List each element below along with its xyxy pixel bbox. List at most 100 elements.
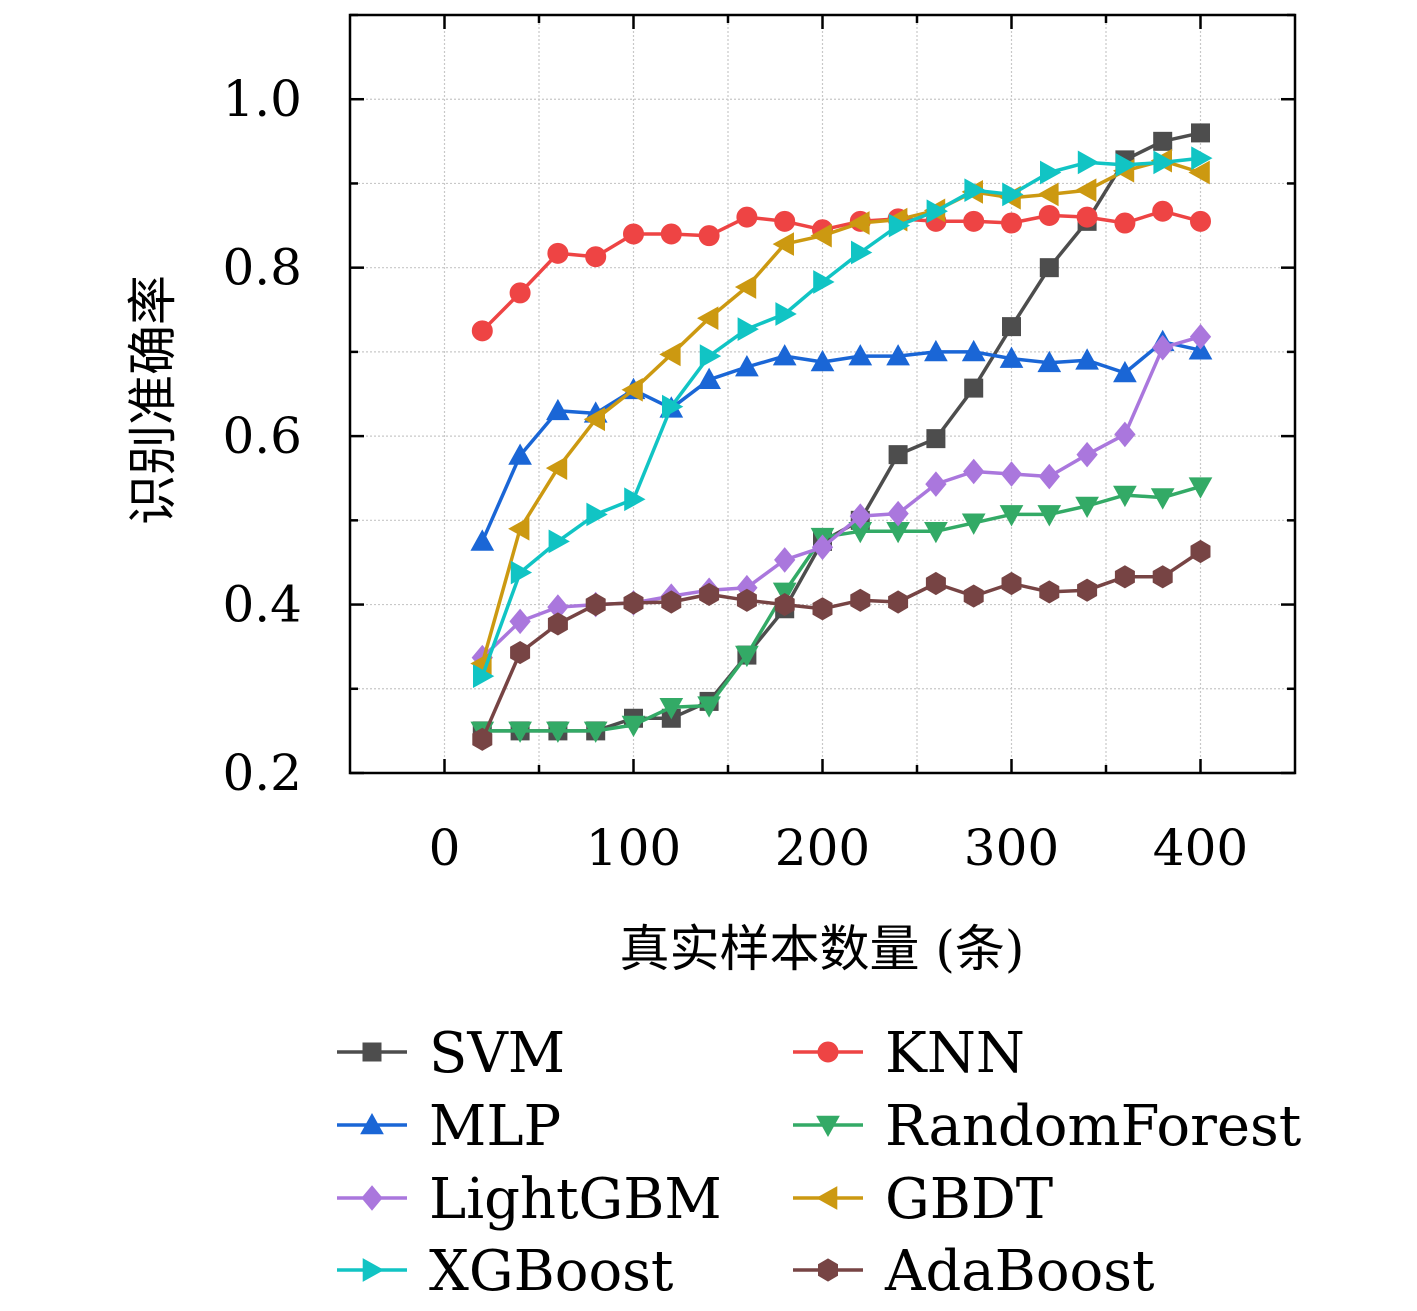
data-point-knn xyxy=(623,223,644,245)
data-point-svm xyxy=(1153,131,1173,151)
data-point-adaboost xyxy=(472,727,493,751)
data-point-gbdt xyxy=(1037,182,1059,207)
data-point-knn xyxy=(1001,212,1022,234)
legend-label: GBDT xyxy=(885,1167,1053,1232)
data-point-knn xyxy=(660,223,682,245)
data-point-lightgbm xyxy=(1189,323,1212,350)
data-point-adaboost xyxy=(585,593,606,617)
data-point-mlp xyxy=(772,344,797,366)
data-point-adaboost xyxy=(963,584,984,608)
x-tick-label: 200 xyxy=(775,819,870,877)
data-point-mlp xyxy=(999,346,1024,368)
data-point-randomforest xyxy=(546,721,570,743)
data-point-svm xyxy=(964,378,984,398)
data-point-lightgbm xyxy=(1152,334,1174,361)
data-point-adaboost xyxy=(510,641,531,665)
data-point-gbdt xyxy=(545,456,568,480)
legend-label: SVM xyxy=(429,1021,565,1086)
data-point-svm xyxy=(1039,258,1059,278)
legend-swatch-marker xyxy=(362,1258,385,1282)
series-group xyxy=(470,123,1213,751)
data-point-gbdt xyxy=(810,223,832,248)
data-point-adaboost xyxy=(699,582,720,606)
data-point-randomforest xyxy=(924,521,948,544)
data-point-xgboost xyxy=(699,344,722,368)
data-point-knn xyxy=(698,225,720,247)
grid xyxy=(350,14,1295,774)
data-point-svm xyxy=(926,429,946,449)
data-point-xgboost xyxy=(662,394,684,419)
data-point-randomforest xyxy=(1150,488,1175,510)
data-point-knn xyxy=(1076,206,1098,228)
data-point-knn xyxy=(547,242,569,264)
x-tick-label: 400 xyxy=(1153,819,1248,877)
data-point-adaboost xyxy=(1190,539,1211,564)
x-tick-label: 0 xyxy=(429,819,461,877)
data-point-xgboost xyxy=(964,178,986,203)
data-point-xgboost xyxy=(548,529,570,554)
y-tick-label: 0.4 xyxy=(222,576,302,634)
data-point-lightgbm xyxy=(1000,461,1023,487)
data-point-mlp xyxy=(1075,348,1099,370)
data-point-adaboost xyxy=(925,571,946,596)
data-point-randomforest xyxy=(1075,496,1099,519)
data-point-randomforest xyxy=(999,505,1024,527)
data-point-mlp xyxy=(1037,350,1062,373)
x-axis-title: 真实样本数量 (条) xyxy=(620,920,1025,978)
data-point-randomforest xyxy=(659,698,684,720)
legend-item-mlp: MLP xyxy=(337,1094,561,1159)
data-point-lightgbm xyxy=(849,503,871,529)
data-point-xgboost xyxy=(737,317,759,341)
data-point-adaboost xyxy=(547,612,568,636)
x-tick-label: 300 xyxy=(964,819,1059,877)
data-point-knn xyxy=(1190,210,1211,232)
legend-label: LightGBM xyxy=(429,1167,722,1232)
data-point-xgboost xyxy=(1115,153,1137,177)
data-point-knn xyxy=(509,282,531,304)
data-point-adaboost xyxy=(736,588,757,612)
legend-label: RandomForest xyxy=(885,1094,1302,1159)
data-point-knn xyxy=(1152,200,1174,222)
data-point-gbdt xyxy=(621,377,643,402)
data-point-svm xyxy=(1002,317,1021,337)
data-point-xgboost xyxy=(1002,182,1024,207)
data-point-xgboost xyxy=(473,664,495,688)
x-tick-label: 100 xyxy=(586,819,681,877)
data-point-randomforest xyxy=(583,721,608,743)
series-lightgbm xyxy=(471,323,1212,671)
legend-item-lightgbm: LightGBM xyxy=(337,1167,722,1232)
data-point-lightgbm xyxy=(963,458,985,485)
y-axis-title: 识别准确率 xyxy=(124,275,182,525)
data-point-knn xyxy=(585,246,607,268)
data-point-xgboost xyxy=(510,560,533,585)
data-point-xgboost xyxy=(926,199,948,224)
legend-swatch-marker xyxy=(815,1186,838,1210)
legend-swatch-marker xyxy=(818,1258,838,1282)
legend-item-xgboost: XGBoost xyxy=(337,1239,674,1304)
legend-item-randomforest: RandomForest xyxy=(793,1094,1302,1159)
axis-ticks: 0 100 200 300 400 0.2 0.4 0.6 0.8 1.0 xyxy=(222,13,1295,877)
data-point-mlp xyxy=(697,367,721,389)
data-point-xgboost xyxy=(1077,150,1100,175)
data-point-xgboost xyxy=(888,213,911,238)
data-point-gbdt xyxy=(697,306,719,331)
data-point-svm xyxy=(1191,123,1210,143)
data-point-adaboost xyxy=(623,591,644,615)
y-tick-label: 0.6 xyxy=(222,407,302,465)
y-tick-label: 0.8 xyxy=(222,239,302,297)
data-point-gbdt xyxy=(848,211,870,235)
data-point-mlp xyxy=(546,398,570,421)
data-point-randomforest xyxy=(1188,477,1213,499)
data-point-randomforest xyxy=(508,721,532,743)
data-point-adaboost xyxy=(1001,571,1022,596)
data-point-adaboost xyxy=(1152,565,1173,589)
legend-label: XGBoost xyxy=(429,1239,674,1304)
data-point-randomforest xyxy=(1037,505,1062,527)
legend-swatch-marker xyxy=(361,1185,383,1211)
data-point-xgboost xyxy=(1191,146,1213,171)
legend-label: AdaBoost xyxy=(884,1239,1155,1304)
data-point-adaboost xyxy=(661,590,682,614)
data-point-gbdt xyxy=(583,407,605,432)
data-point-gbdt xyxy=(508,516,530,541)
data-point-lightgbm xyxy=(774,547,796,573)
